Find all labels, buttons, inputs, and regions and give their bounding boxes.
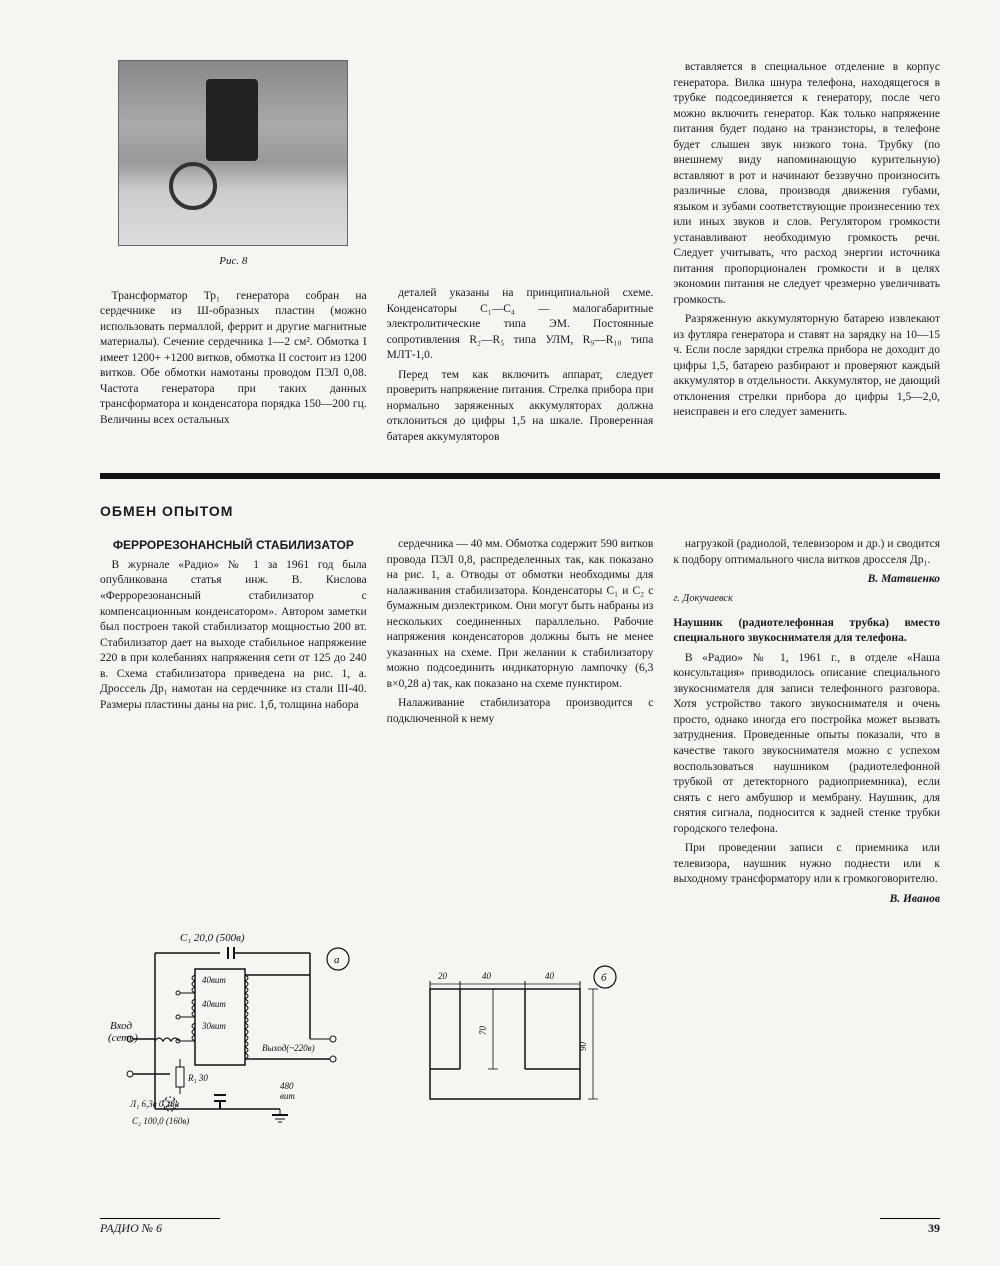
top-col-3: вставляется в специальное отделение в ко…: [673, 60, 940, 449]
schematics-row: С₁ 20,0 (500в) а Вход (сеть): [100, 929, 660, 1129]
body-text: При проведении записи с приемника или те…: [673, 841, 940, 888]
schematic-b: б 20 40 40 70: [400, 959, 640, 1119]
label-input2: (сеть): [108, 1032, 138, 1044]
body-text: нагрузкой (радиолой, телевизором и др.) …: [673, 537, 940, 568]
svg-text:70: 70: [478, 1026, 488, 1036]
label-turns2: вит: [280, 1091, 295, 1101]
bottom-col-3: нагрузкой (радиолой, телевизором и др.) …: [673, 537, 940, 911]
bottom-article-columns: ФЕРРОРЕЗОНАНСНЫЙ СТАБИЛИЗАТОР В журнале …: [100, 537, 940, 911]
svg-text:40вит: 40вит: [202, 975, 226, 985]
page-footer: РАДИО № 6 39: [100, 1218, 940, 1236]
label-turns: 480: [280, 1081, 294, 1091]
svg-text:30вит: 30вит: [201, 1021, 226, 1031]
body-text: Разряженную аккумуляторную батарею извле…: [673, 312, 940, 421]
label-output: Выход(~220в): [262, 1043, 315, 1053]
figure-8-photo: [118, 60, 348, 246]
svg-text:б: б: [601, 972, 607, 984]
svg-text:R₁ 30: R₁ 30: [187, 1073, 208, 1083]
body-text: В «Радио» № 1, 1961 г., в отделе «Наша к…: [673, 651, 940, 837]
schematic-a: С₁ 20,0 (500в) а Вход (сеть): [100, 929, 370, 1129]
svg-text:Л₁ 6,3в 0,28а: Л₁ 6,3в 0,28а: [129, 1099, 180, 1109]
svg-text:20: 20: [438, 971, 448, 981]
article-title: ФЕРРОРЕЗОНАНСНЫЙ СТАБИЛИЗАТОР: [100, 537, 367, 554]
svg-text:90: 90: [578, 1042, 588, 1052]
label-c1: С₁ 20,0 (500в): [180, 932, 245, 944]
author: В. Матвиенко: [673, 572, 940, 588]
top-col-2: деталей указаны на принципиальной схеме.…: [387, 60, 654, 449]
body-text: деталей указаны на принципиальной схеме.…: [387, 286, 654, 364]
top-col-1: Рис. 8 Трансформатор Тр₁ генератора собр…: [100, 60, 367, 449]
svg-text:40: 40: [482, 971, 492, 981]
svg-text:40вит: 40вит: [202, 999, 226, 1009]
body-text: Трансформатор Тр₁ генератора собран на с…: [100, 289, 367, 429]
svg-text:40: 40: [545, 971, 555, 981]
section-header: ОБМЕН ОПЫТОМ: [100, 503, 940, 519]
label-a: а: [334, 954, 340, 966]
label-input: Вход: [110, 1020, 133, 1032]
magazine-name: РАДИО № 6: [100, 1218, 220, 1236]
article-title-2: Наушник (радиотелефонная трубка) вместо …: [673, 616, 940, 647]
svg-text:С₂ 100,0 (160в): С₂ 100,0 (160в): [132, 1116, 189, 1126]
page-number: 39: [880, 1218, 940, 1236]
body-text: Перед тем как включить аппарат, следует …: [387, 368, 654, 446]
body-text: сердечника — 40 мм. Обмотка содержит 590…: [387, 537, 654, 692]
section-divider: [100, 473, 940, 479]
body-text: Налаживание стабилизатора производится с…: [387, 696, 654, 727]
body-text: вставляется в специальное отделение в ко…: [673, 60, 940, 308]
author-2: В. Иванов: [673, 892, 940, 908]
city: г. Докучаевск: [673, 592, 940, 606]
bottom-col-2: сердечника — 40 мм. Обмотка содержит 590…: [387, 537, 654, 911]
bottom-col-1: ФЕРРОРЕЗОНАНСНЫЙ СТАБИЛИЗАТОР В журнале …: [100, 537, 367, 911]
figure-caption: Рис. 8: [100, 254, 367, 269]
top-article-columns: Рис. 8 Трансформатор Тр₁ генератора собр…: [100, 60, 940, 449]
body-text: В журнале «Радио» № 1 за 1961 год была о…: [100, 558, 367, 713]
